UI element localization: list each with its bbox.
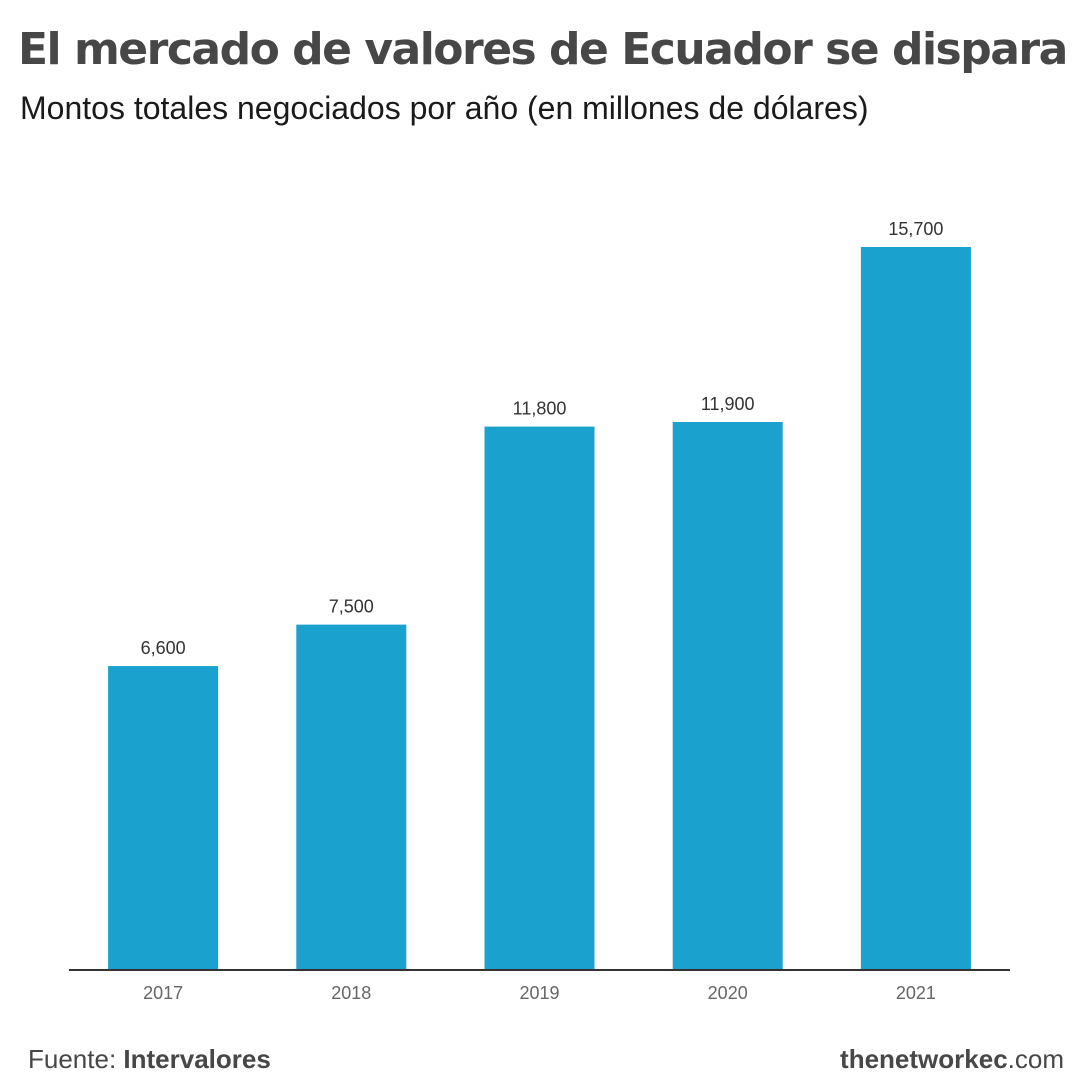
source-note: Fuente: Intervalores — [28, 1044, 271, 1075]
bar-2017 — [108, 666, 219, 970]
bar-2019 — [484, 426, 595, 970]
x-tick-label-2019: 2019 — [519, 983, 559, 1003]
data-label-2020: 11,900 — [701, 394, 755, 414]
data-label-2017: 6,600 — [141, 638, 186, 658]
bar-2021 — [860, 247, 971, 970]
brand-domain: .com — [1007, 1044, 1064, 1074]
brand-credit: thenetworkec.com — [840, 1044, 1064, 1075]
bar-2018 — [296, 624, 407, 970]
x-tick-label-2018: 2018 — [331, 983, 371, 1003]
data-label-2019: 11,800 — [513, 399, 567, 419]
data-label-2021: 15,700 — [888, 219, 943, 239]
x-tick-label-2021: 2021 — [896, 983, 936, 1003]
source-prefix: Fuente: — [28, 1044, 124, 1074]
x-tick-label-2017: 2017 — [143, 983, 183, 1003]
source-name: Intervalores — [123, 1044, 271, 1074]
brand-name: thenetworkec — [840, 1044, 1008, 1074]
chart-title: El mercado de valores de Ecuador se disp… — [18, 24, 1068, 75]
data-label-2018: 7,500 — [329, 597, 374, 617]
bar-2020 — [672, 421, 783, 970]
x-tick-label-2020: 2020 — [708, 983, 748, 1003]
chart-subtitle: Montos totales negociados por año (en mi… — [20, 90, 869, 126]
